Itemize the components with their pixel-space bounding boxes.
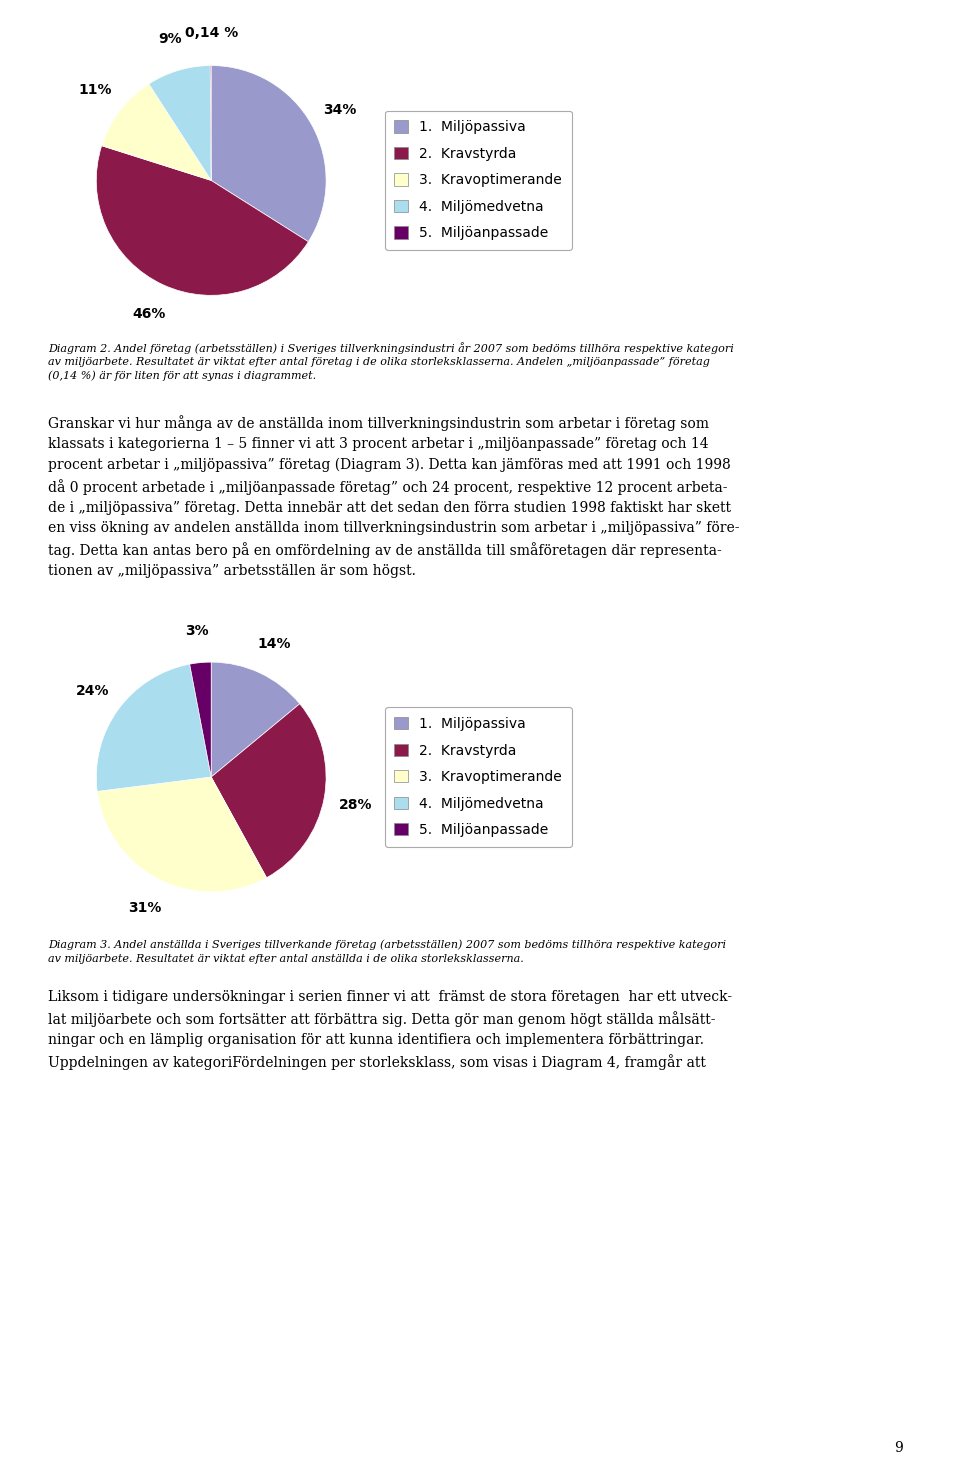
Text: Diagram 3. Andel anställda i Sveriges tillverkande företag (arbetsställen) 2007 : Diagram 3. Andel anställda i Sveriges ti… bbox=[48, 940, 726, 963]
Wedge shape bbox=[211, 65, 326, 242]
Wedge shape bbox=[96, 146, 308, 295]
Text: 46%: 46% bbox=[132, 306, 165, 321]
Text: 11%: 11% bbox=[79, 84, 111, 97]
Text: 24%: 24% bbox=[76, 683, 109, 698]
Wedge shape bbox=[210, 65, 211, 180]
Text: Liksom i tidigare undersökningar i serien finner vi att  främst de stora företag: Liksom i tidigare undersökningar i serie… bbox=[48, 990, 732, 1069]
Legend: 1.  Miljöpassiva, 2.  Kravstyrda, 3.  Kravoptimerande, 4.  Miljömedvetna, 5.  Mi: 1. Miljöpassiva, 2. Kravstyrda, 3. Kravo… bbox=[385, 110, 572, 250]
Wedge shape bbox=[97, 778, 267, 891]
Text: 31%: 31% bbox=[128, 901, 161, 915]
Text: 0,14 %: 0,14 % bbox=[185, 27, 238, 40]
Text: 14%: 14% bbox=[257, 636, 291, 651]
Wedge shape bbox=[102, 84, 211, 180]
Wedge shape bbox=[190, 663, 211, 778]
Text: 34%: 34% bbox=[324, 103, 357, 116]
Text: 3%: 3% bbox=[185, 623, 209, 638]
Text: 9: 9 bbox=[894, 1441, 902, 1455]
Wedge shape bbox=[96, 664, 211, 791]
Wedge shape bbox=[211, 704, 326, 878]
Text: 9%: 9% bbox=[158, 32, 182, 46]
Text: Diagram 2. Andel företag (arbetsställen) i Sveriges tillverkningsindustri år 200: Diagram 2. Andel företag (arbetsställen)… bbox=[48, 342, 733, 380]
Wedge shape bbox=[149, 66, 211, 180]
Wedge shape bbox=[211, 663, 300, 778]
Text: 28%: 28% bbox=[339, 797, 372, 812]
Text: Granskar vi hur många av de anställda inom tillverkningsindustrin som arbetar i : Granskar vi hur många av de anställda in… bbox=[48, 415, 739, 577]
Legend: 1.  Miljöpassiva, 2.  Kravstyrda, 3.  Kravoptimerande, 4.  Miljömedvetna, 5.  Mi: 1. Miljöpassiva, 2. Kravstyrda, 3. Kravo… bbox=[385, 707, 572, 847]
